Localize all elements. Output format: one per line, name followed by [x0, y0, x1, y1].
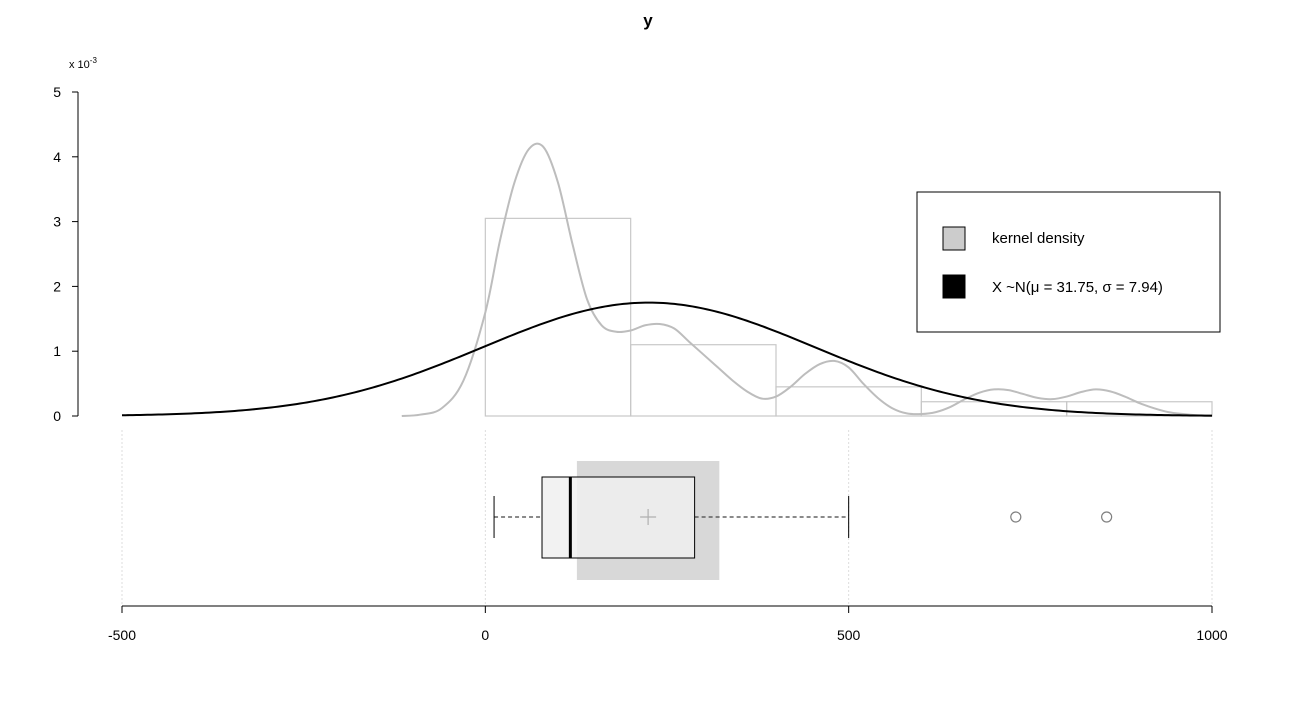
- legend-label-normal: X ~N(μ = 31.75, σ = 7.94): [992, 279, 1163, 296]
- y-tick-label: 1: [53, 343, 61, 359]
- outlier-point: [1102, 512, 1112, 522]
- box-iqr: [542, 477, 695, 558]
- x-tick-label: 1000: [1196, 627, 1227, 643]
- x-tick-label: 500: [837, 627, 861, 643]
- legend-label-kernel-density: kernel density: [992, 230, 1085, 247]
- chart-title: y: [643, 11, 653, 30]
- y-multiplier: x 10-3: [69, 56, 97, 71]
- histogram-bar: [485, 218, 630, 416]
- y-multiplier-exponent: -3: [90, 56, 98, 65]
- x-tick-label: -500: [108, 627, 136, 643]
- legend: kernel density X ~N(μ = 31.75, σ = 7.94): [917, 192, 1220, 332]
- legend-box: [917, 192, 1220, 332]
- legend-swatch-normal: [943, 275, 965, 298]
- y-tick-label: 0: [53, 408, 61, 424]
- y-tick-label: 2: [53, 278, 61, 294]
- outlier-point: [1011, 512, 1021, 522]
- x-tick-label: 0: [481, 627, 489, 643]
- boxplot: [494, 461, 1112, 580]
- y-axis: 0 1 2 3 4 5: [53, 84, 78, 424]
- x-axis: -500 0 500 1000: [108, 606, 1228, 643]
- legend-swatch-kernel-density: [943, 227, 965, 250]
- y-tick-label: 4: [53, 149, 61, 165]
- y-tick-label: 3: [53, 214, 61, 230]
- y-tick-label: 5: [53, 84, 61, 100]
